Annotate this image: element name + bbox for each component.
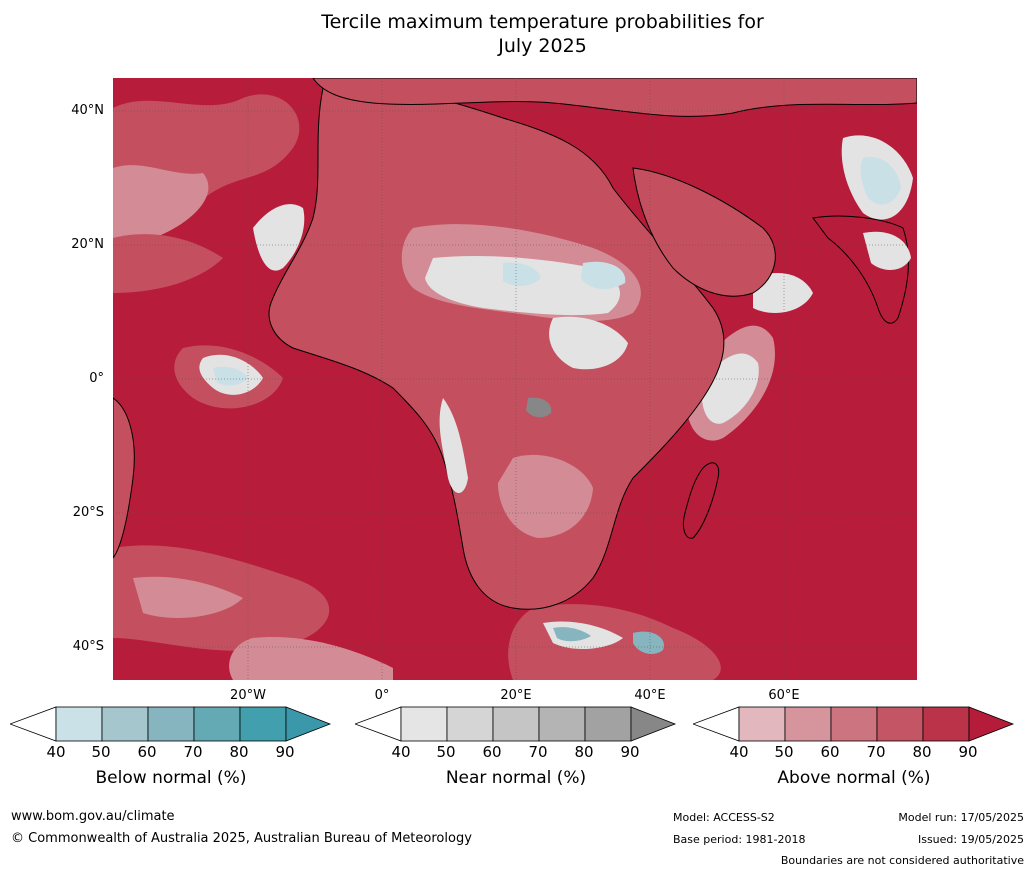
copyright-text: © Commonwealth of Australia 2025, Austra… [11, 831, 472, 846]
disclaimer-text: Boundaries are not considered authoritat… [780, 854, 1024, 867]
tick-near-50: 50 [436, 743, 456, 761]
lat-label-40s: 40°S [72, 639, 104, 654]
model-text: Model: ACCESS-S2 [673, 811, 775, 824]
probability-map [113, 78, 917, 680]
lon-label-20e: 20°E [500, 688, 532, 703]
tick-below-80: 80 [229, 743, 249, 761]
title-line-1: Tercile maximum temperature probabilitie… [321, 11, 764, 33]
tick-below-50: 50 [91, 743, 111, 761]
lon-label-20w: 20°W [230, 688, 266, 703]
map-svg [113, 78, 917, 680]
tick-near-70: 70 [528, 743, 548, 761]
colorbar-below-segment [193, 706, 241, 742]
colorbar-near-segment [492, 706, 540, 742]
model-run-text: Model run: 17/05/2025 [898, 811, 1024, 824]
colorbar-below-label: Below normal (%) [95, 768, 247, 788]
south-america-edge [113, 397, 135, 559]
tick-above-40: 40 [729, 743, 749, 761]
title-line-2: July 2025 [498, 35, 587, 57]
base-period-text: Base period: 1981-2018 [673, 833, 806, 846]
lat-label-0: 0° [89, 371, 104, 386]
colorbar-near-segment [446, 706, 494, 742]
colorbar-above-segment [830, 706, 878, 742]
colorbar-below-segment [55, 706, 103, 742]
lat-label-40n: 40°N [71, 103, 104, 118]
tick-above-50: 50 [774, 743, 794, 761]
website-link[interactable]: www.bom.gov.au/climate [11, 809, 175, 824]
colorbar-above-segment [922, 706, 970, 742]
colorbar-above-segment [876, 706, 924, 742]
tick-near-40: 40 [391, 743, 411, 761]
tick-below-70: 70 [183, 743, 203, 761]
colorbar-above-label: Above normal (%) [777, 768, 931, 788]
lat-label-20n: 20°N [71, 237, 104, 252]
lon-label-60e: 60°E [768, 688, 800, 703]
ocean-patches [113, 94, 913, 680]
colorbar-below-segment [147, 706, 195, 742]
tick-near-90: 90 [620, 743, 640, 761]
tick-above-90: 90 [958, 743, 978, 761]
tick-near-80: 80 [574, 743, 594, 761]
tick-below-90: 90 [275, 743, 295, 761]
colorbar-above [693, 706, 1015, 742]
tick-below-60: 60 [137, 743, 157, 761]
lon-label-0: 0° [374, 688, 390, 703]
africa-landmass [253, 84, 725, 610]
colorbar-below-segment [239, 706, 287, 742]
colorbar-above-segment [784, 706, 832, 742]
tick-near-60: 60 [482, 743, 502, 761]
tick-above-70: 70 [866, 743, 886, 761]
tick-above-80: 80 [912, 743, 932, 761]
europe-landmass [312, 78, 917, 117]
madagascar [682, 462, 720, 539]
tick-below-40: 40 [46, 743, 66, 761]
colorbar-below-segment [101, 706, 149, 742]
colorbar-near [355, 706, 677, 742]
lat-label-20s: 20°S [72, 505, 104, 520]
colorbar-near-segment [538, 706, 586, 742]
tick-above-60: 60 [820, 743, 840, 761]
lon-label-40e: 40°E [634, 688, 666, 703]
colorbar-near-label: Near normal (%) [445, 768, 587, 788]
issued-text: Issued: 19/05/2025 [917, 833, 1024, 846]
colorbar-above-segment [738, 706, 786, 742]
chart-title: Tercile maximum temperature probabilitie… [0, 10, 1035, 58]
colorbar-near-segment [400, 706, 448, 742]
colorbar-below [10, 706, 332, 742]
colorbar-near-segment [584, 706, 632, 742]
graticule [113, 78, 917, 680]
arabian-peninsula [632, 167, 776, 297]
